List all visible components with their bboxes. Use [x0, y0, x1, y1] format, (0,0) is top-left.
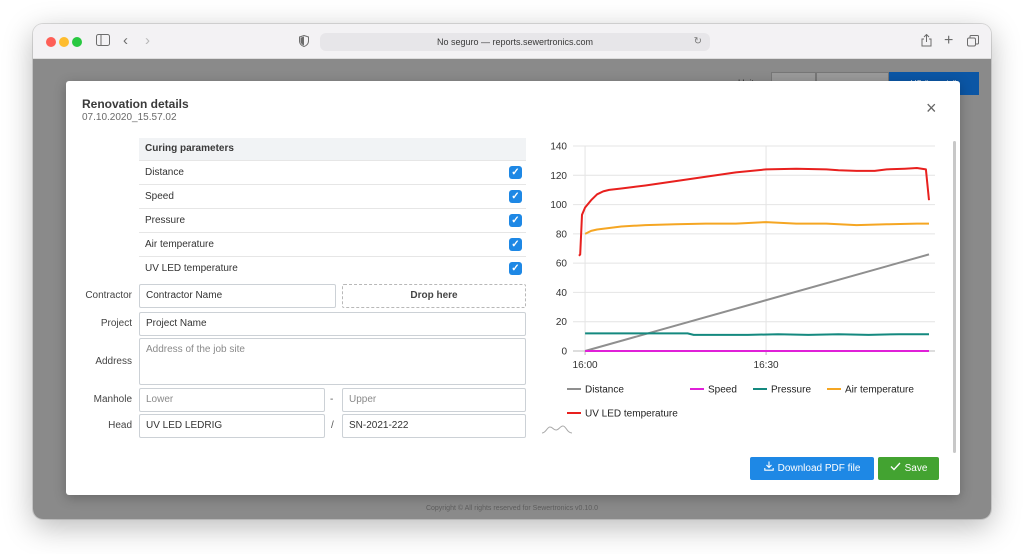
curing-param-row: Air temperature ✓ — [139, 232, 526, 256]
legend-item: UV LED temperature — [585, 409, 678, 420]
download-pdf-label: Download PDF file — [777, 463, 861, 475]
x-tick-label: 16:00 — [573, 360, 598, 371]
series-line-distance — [584, 253, 930, 352]
download-icon — [763, 457, 774, 480]
url-text: No seguro — reports.sewertronics.com — [436, 37, 594, 47]
curing-param-row: Distance ✓ — [139, 160, 526, 184]
new-tab-icon[interactable]: + — [944, 32, 954, 49]
head-input[interactable]: UV LED LEDRIG — [139, 414, 325, 438]
series-line-air-temperature — [584, 221, 929, 235]
distance-checkbox[interactable]: ✓ — [509, 166, 522, 179]
save-button[interactable]: Save — [878, 457, 939, 480]
check-icon — [890, 457, 901, 480]
y-tick-label: 0 — [561, 347, 567, 358]
x-tick-label: 16:30 — [754, 360, 779, 371]
curing-param-label: Air temperature — [145, 239, 214, 250]
manhole-separator: - — [330, 394, 334, 405]
curing-param-label: UV LED temperature — [145, 263, 238, 274]
legend-item: Pressure — [771, 385, 811, 396]
legend-item: Distance — [585, 385, 624, 396]
head-separator: / — [331, 420, 334, 431]
manhole-upper-input[interactable]: Upper — [342, 388, 526, 412]
manhole-lower-input[interactable]: Lower — [139, 388, 325, 412]
manhole-label: Manhole — [93, 394, 132, 405]
tab-overview-icon[interactable] — [967, 35, 979, 50]
footer-copyright: Copyright © All rights reserved for Sewe… — [425, 505, 599, 512]
y-tick-label: 120 — [550, 171, 567, 182]
contractor-input[interactable]: Contractor Name — [139, 284, 336, 308]
overview-thumbnail-icon — [541, 425, 573, 434]
y-tick-label: 100 — [550, 200, 567, 211]
curing-chart: 0 20 40 60 80 100 120 140 16:00 16:30 Distance Spee… — [541, 142, 935, 434]
curing-param-row: Speed ✓ — [139, 184, 526, 208]
share-icon[interactable] — [921, 33, 932, 50]
legend-item: Air temperature — [845, 385, 914, 396]
legend-item: Speed — [708, 385, 737, 396]
curing-param-row: Pressure ✓ — [139, 208, 526, 232]
y-tick-label: 40 — [556, 288, 568, 299]
head-serial-input[interactable]: SN-2021-222 — [342, 414, 526, 438]
air-temperature-checkbox[interactable]: ✓ — [509, 238, 522, 251]
y-tick-label: 80 — [556, 229, 568, 240]
privacy-shield-icon[interactable] — [299, 34, 309, 50]
close-window-button[interactable] — [46, 37, 56, 47]
reload-icon[interactable]: ↻ — [693, 36, 702, 47]
speed-checkbox[interactable]: ✓ — [509, 190, 522, 203]
curing-param-row: UV LED temperature ✓ — [139, 256, 526, 280]
curing-param-label: Distance — [145, 167, 184, 178]
contractor-label: Contractor — [85, 290, 132, 301]
back-icon[interactable]: ‹ — [123, 32, 128, 49]
curing-parameters-header: Curing parameters — [139, 138, 526, 160]
modal-subtitle: 07.10.2020_15.57.02 — [82, 112, 177, 123]
address-textarea[interactable]: Address of the job site — [139, 338, 526, 385]
modal-title: Renovation details — [82, 97, 189, 111]
browser-window: ‹ › No seguro — reports.sewertronics.com… — [33, 24, 991, 519]
minimize-window-button[interactable] — [59, 37, 69, 47]
address-bar[interactable]: No seguro — reports.sewertronics.com ↻ — [320, 33, 710, 51]
page-backdrop: Units Auto SI (metric) US (imperial) Cop… — [33, 59, 991, 519]
curing-param-label: Pressure — [145, 215, 186, 226]
sidebar-toggle-icon[interactable] — [96, 34, 110, 49]
project-input[interactable]: Project Name — [139, 312, 526, 336]
save-label: Save — [904, 463, 928, 475]
address-label: Address — [95, 356, 132, 367]
series-line-pressure — [585, 332, 929, 336]
pressure-checkbox[interactable]: ✓ — [509, 214, 522, 227]
renovation-details-modal: Renovation details 07.10.2020_15.57.02 ×… — [66, 81, 960, 495]
zoom-window-button[interactable] — [72, 37, 82, 47]
head-label: Head — [108, 420, 132, 431]
forward-icon[interactable]: › — [145, 32, 150, 49]
y-tick-label: 140 — [550, 142, 567, 153]
logo-drop-zone[interactable]: Drop here — [342, 284, 526, 308]
series-line-uv-led-temperature — [578, 167, 930, 257]
close-icon[interactable]: × — [926, 98, 937, 118]
browser-titlebar: ‹ › No seguro — reports.sewertronics.com… — [33, 24, 991, 59]
uv-led-temperature-checkbox[interactable]: ✓ — [509, 262, 522, 275]
project-label: Project — [100, 318, 132, 329]
download-pdf-button[interactable]: Download PDF file — [750, 457, 874, 480]
y-tick-label: 20 — [556, 317, 568, 328]
modal-scrollbar[interactable] — [953, 141, 956, 453]
y-tick-label: 60 — [556, 259, 568, 270]
curing-param-label: Speed — [145, 191, 174, 202]
